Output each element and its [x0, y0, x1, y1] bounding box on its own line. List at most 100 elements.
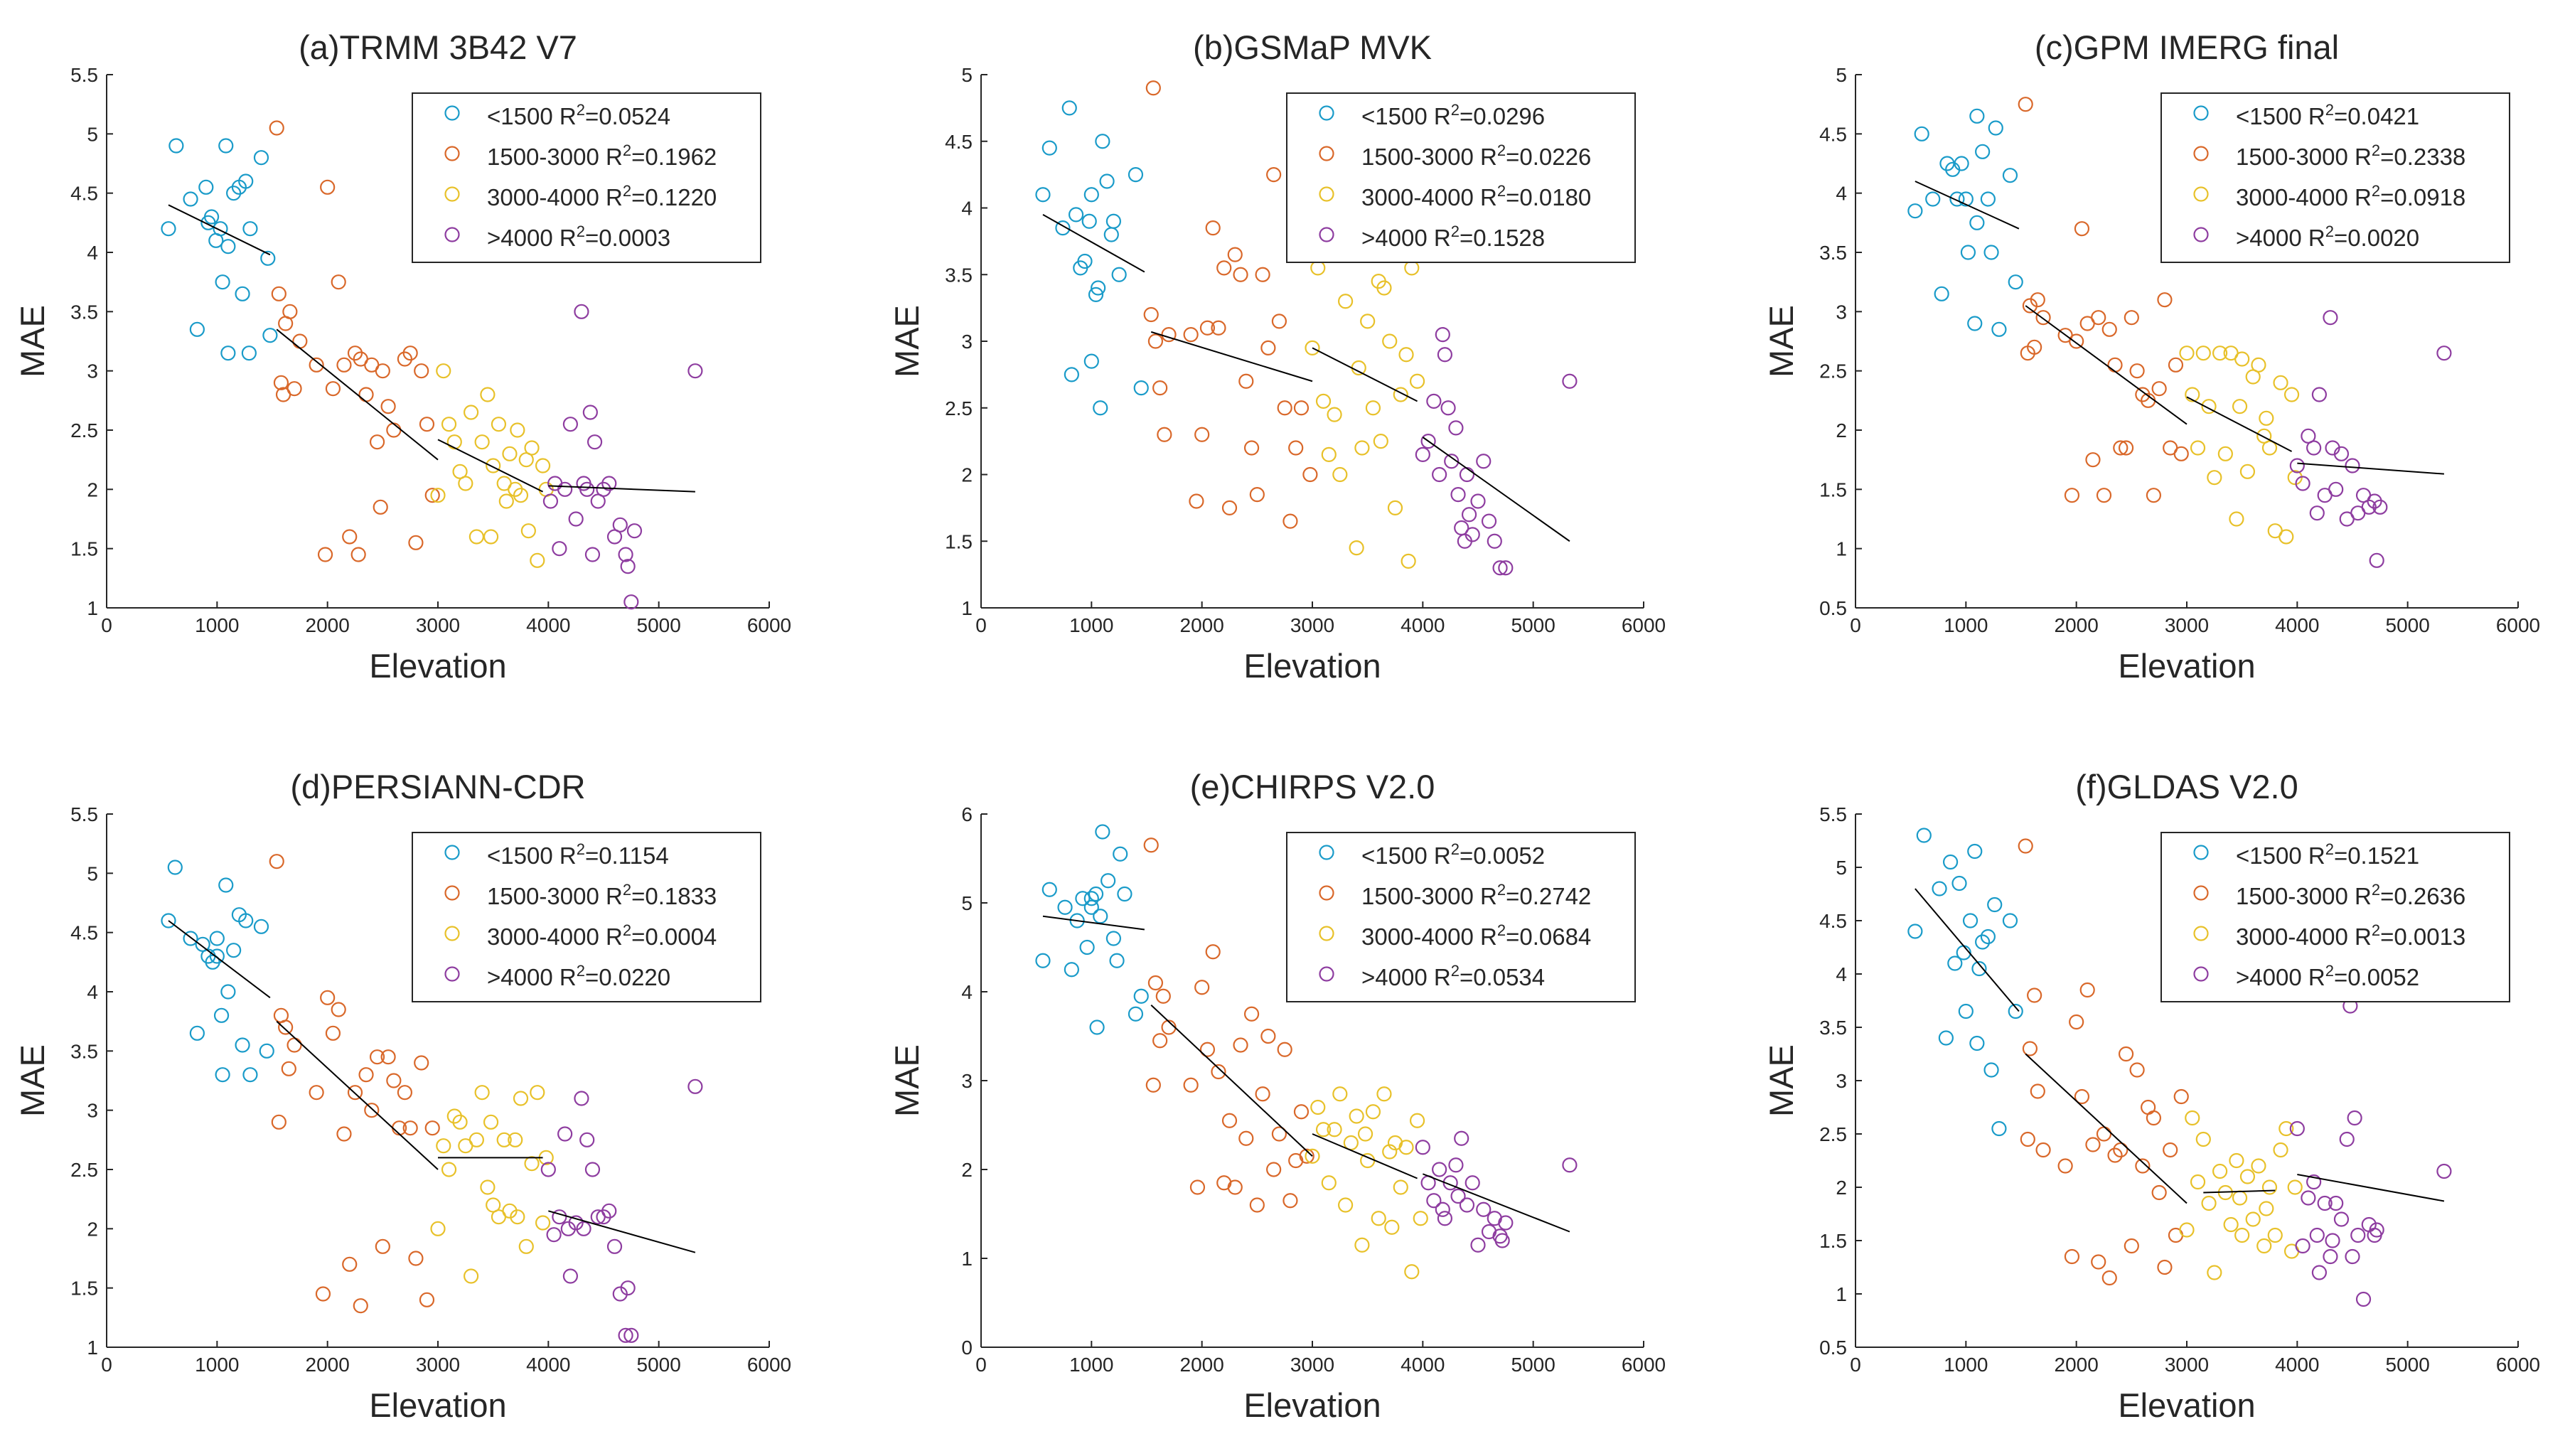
data-point — [189, 1025, 205, 1041]
data-point — [2311, 1265, 2327, 1280]
data-point — [1299, 1148, 1314, 1164]
data-point — [424, 1120, 440, 1136]
data-point — [2306, 440, 2322, 456]
data-point — [2113, 440, 2128, 456]
y-tick-label: 1 — [961, 597, 973, 619]
data-point — [2317, 1195, 2333, 1211]
data-point — [452, 1114, 468, 1130]
y-tick-label: 2.5 — [1819, 360, 1847, 382]
data-point — [1095, 134, 1110, 149]
y-tick-label: 3.5 — [70, 301, 98, 323]
x-tick-label: 2000 — [2055, 1354, 2099, 1376]
data-point — [262, 328, 278, 343]
legend-entry: <1500 R2=0.1521 — [2236, 840, 2419, 869]
y-tick-label: 3.5 — [1819, 1017, 1847, 1039]
data-point — [1949, 191, 1965, 207]
data-point — [2328, 481, 2344, 497]
fit-line — [1915, 888, 2020, 1012]
data-point — [1155, 988, 1171, 1004]
data-point — [1315, 393, 1332, 409]
data-point — [2239, 464, 2256, 479]
data-point — [1975, 144, 1991, 159]
data-point — [530, 1085, 545, 1101]
x-tick-label: 1000 — [1069, 614, 1113, 636]
data-point — [1133, 988, 1149, 1004]
legend-marker — [2193, 227, 2209, 242]
data-point — [618, 1327, 633, 1343]
data-point — [414, 1055, 429, 1071]
fit-line — [2297, 1174, 2445, 1202]
fit-line — [168, 204, 271, 256]
legend: <1500 R2=0.0524 1500-3000 R2=0.1962 3000-4… — [412, 92, 761, 263]
legend-marker — [2193, 885, 2209, 901]
y-tick-label: 3 — [1836, 301, 1847, 323]
x-tick-label: 0 — [101, 1354, 112, 1376]
data-point — [1305, 1148, 1320, 1164]
data-point — [1415, 1140, 1430, 1155]
data-point — [1413, 1211, 1428, 1226]
data-point — [483, 1114, 499, 1130]
data-point — [215, 274, 230, 290]
data-point — [1083, 899, 1099, 915]
data-point — [408, 535, 424, 550]
data-point — [579, 481, 595, 497]
data-point — [2118, 1046, 2134, 1062]
x-tick-label: 5000 — [637, 614, 681, 636]
x-tick-label: 4000 — [1401, 1354, 1445, 1376]
x-tick-label: 4000 — [2275, 614, 2319, 636]
data-point — [220, 239, 236, 255]
data-point — [2008, 274, 2023, 290]
data-point — [1437, 1211, 1453, 1226]
y-tick-label: 2.5 — [1819, 1123, 1847, 1145]
data-point — [1942, 854, 1959, 870]
y-tick-label: 0 — [961, 1337, 973, 1359]
y-tick-label: 1 — [1836, 538, 1847, 560]
data-point — [2074, 1088, 2090, 1105]
y-tick-label: 5.5 — [1819, 803, 1847, 825]
data-point — [2278, 529, 2294, 545]
x-tick-label: 5000 — [2386, 1354, 2430, 1376]
data-point — [1393, 387, 1408, 402]
data-point — [1934, 286, 1949, 301]
data-point — [278, 1019, 294, 1035]
data-point — [2372, 499, 2388, 515]
data-point — [183, 931, 198, 946]
data-point — [2273, 1142, 2288, 1158]
legend-marker — [2193, 105, 2209, 121]
data-point — [1101, 873, 1116, 889]
x-axis-label: Elevation — [1243, 647, 1381, 685]
data-point — [1079, 939, 1095, 956]
data-point — [1492, 560, 1508, 576]
legend-entry: >4000 R2=0.0020 — [2236, 223, 2419, 251]
data-point — [1321, 1175, 1337, 1191]
data-point — [1145, 80, 1161, 96]
y-tick-label: 3 — [961, 331, 973, 353]
y-axis-label: MAE — [1762, 1044, 1800, 1117]
x-tick-label: 5000 — [1511, 1354, 1555, 1376]
x-tick-label: 4000 — [1401, 614, 1445, 636]
y-tick-label: 5 — [1836, 857, 1847, 879]
x-tick-label: 3000 — [1290, 1354, 1334, 1376]
legend-marker — [1319, 105, 1334, 121]
y-tick-label: 4.5 — [70, 183, 98, 205]
data-point — [2018, 97, 2033, 112]
data-point — [2251, 357, 2266, 373]
data-point — [2295, 476, 2310, 491]
data-point — [1562, 373, 1578, 389]
data-point — [1227, 1179, 1243, 1195]
data-point — [2325, 1233, 2340, 1248]
data-point — [253, 150, 269, 166]
y-tick-label: 1.5 — [70, 1278, 98, 1300]
data-point — [1128, 167, 1144, 183]
legend-entry: 3000-4000 R2=0.0013 — [2236, 921, 2465, 950]
data-point — [2195, 346, 2211, 361]
data-point — [235, 1037, 250, 1053]
fit-line — [2297, 462, 2444, 475]
y-tick-label: 4 — [87, 981, 98, 1003]
series-3 — [2179, 1110, 2303, 1280]
y-tick-label: 5 — [87, 123, 98, 145]
fit-line — [168, 920, 271, 999]
data-point — [1562, 1157, 1578, 1173]
data-point — [419, 417, 435, 432]
data-point — [2124, 310, 2139, 326]
